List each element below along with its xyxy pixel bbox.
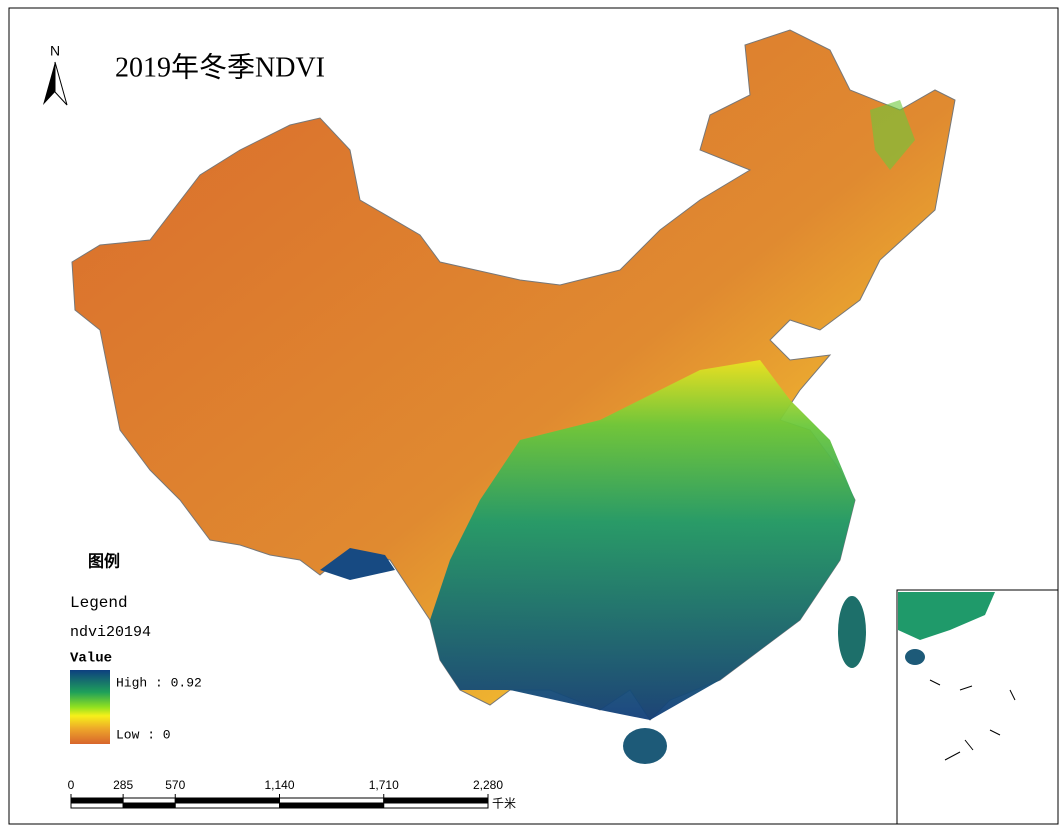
vegetated-region bbox=[430, 360, 855, 720]
inset-islands bbox=[929, 679, 1016, 761]
scale-segment bbox=[174, 797, 280, 804]
legend-low: Low : 0 bbox=[116, 727, 171, 742]
legend-heading: 图例 bbox=[88, 552, 120, 571]
scale-label: 570 bbox=[165, 778, 185, 792]
scale-segment bbox=[70, 802, 124, 809]
scale-bar: 0 285 570 1,140 1,710 2,280 千米 bbox=[68, 778, 516, 810]
legend-title: Legend bbox=[70, 594, 128, 612]
scale-label: 1,140 bbox=[264, 778, 294, 792]
scale-segment bbox=[279, 802, 385, 809]
scale-segment bbox=[122, 797, 176, 804]
scale-label: 0 bbox=[68, 778, 75, 792]
island-taiwan bbox=[838, 596, 866, 668]
legend-high: High : 0.92 bbox=[116, 675, 202, 690]
scale-segment bbox=[279, 797, 385, 804]
legend-ramp bbox=[70, 670, 110, 744]
map-title: 2019年冬季NDVI bbox=[115, 51, 325, 83]
inset-land bbox=[898, 592, 995, 640]
scale-label: 285 bbox=[113, 778, 133, 792]
north-arrow: N bbox=[43, 43, 68, 106]
north-label: N bbox=[50, 43, 60, 59]
northeast-green bbox=[870, 100, 915, 170]
scale-label: 1,710 bbox=[369, 778, 399, 792]
scale-segment bbox=[383, 802, 489, 809]
inset-island bbox=[905, 649, 925, 665]
scale-segment bbox=[70, 797, 124, 804]
southwest-edge bbox=[320, 548, 395, 580]
scale-segment bbox=[383, 797, 489, 804]
legend-field: Value bbox=[70, 651, 112, 667]
scale-label: 2,280 bbox=[473, 778, 503, 792]
scale-segment bbox=[174, 802, 280, 809]
scale-unit: 千米 bbox=[492, 797, 516, 811]
island-hainan bbox=[623, 728, 667, 764]
legend-layer: ndvi20194 bbox=[70, 624, 151, 641]
scale-segment bbox=[122, 802, 176, 809]
